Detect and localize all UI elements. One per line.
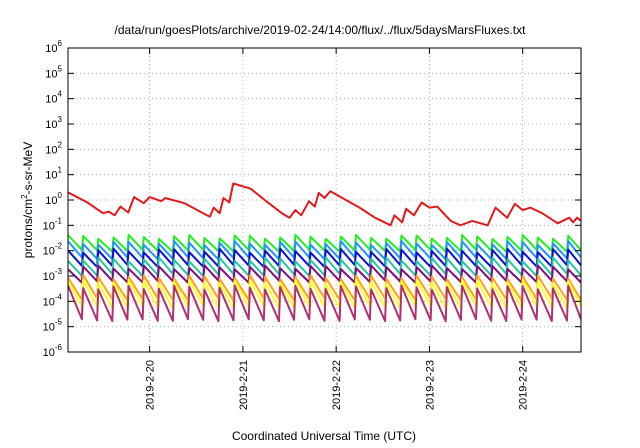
y-tick-label: 10-1 <box>43 216 63 232</box>
y-tick-label: 100 <box>45 191 62 207</box>
x-tick-label: 2019-2-21 <box>238 360 250 410</box>
y-tick-label: 10-5 <box>43 318 63 334</box>
y-tick-label: 105 <box>45 64 62 80</box>
chart-title: /data/run/goesPlots/archive/2019-02-24/1… <box>115 23 527 37</box>
series-line-1 <box>68 182 581 227</box>
y-tick-label: 101 <box>45 166 62 182</box>
y-tick-label: 10-3 <box>43 267 63 283</box>
y-tick-label: 10-2 <box>43 242 63 258</box>
x-axis: 2019-2-20 2019-2-21 2019-2-22 2019-2-23 2019… <box>145 48 530 410</box>
y-axis: 10-6 10-5 10-4 10-3 10-2 10-1 100 101 102 103 104 1… <box>43 39 581 359</box>
y-tick-label: 104 <box>45 90 62 106</box>
y-axis-label: protons/cm2-s-sr-MeV <box>20 142 35 258</box>
y-tick-label: 102 <box>45 140 62 156</box>
x-axis-label: Coordinated Universal Time (UTC) <box>232 429 416 443</box>
series-line-9 <box>68 284 581 323</box>
y-tick-label: 10-6 <box>43 343 63 359</box>
y-tick-label: 103 <box>45 115 62 131</box>
y-tick-label: 106 <box>45 39 62 55</box>
x-tick-label: 2019-2-20 <box>145 360 157 410</box>
x-tick-label: 2019-2-24 <box>518 360 530 410</box>
x-tick-label: 2019-2-23 <box>424 360 436 410</box>
series-group <box>68 182 581 323</box>
y-tick-label: 10-4 <box>43 292 63 308</box>
x-tick-label: 2019-2-22 <box>331 360 343 410</box>
